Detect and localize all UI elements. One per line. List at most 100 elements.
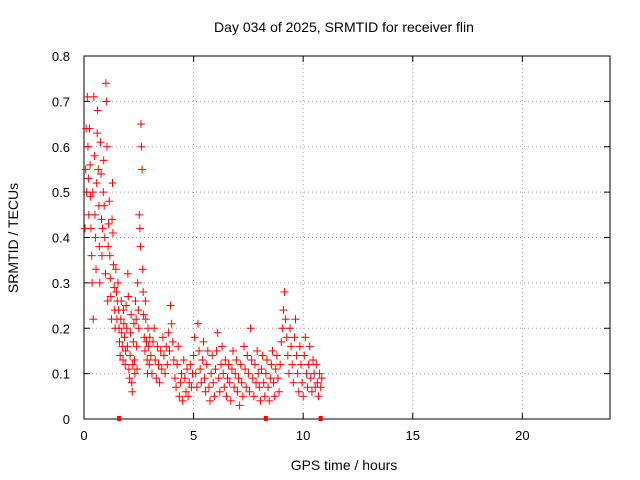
data-point [124,365,133,374]
zero-value-marker [263,416,268,421]
data-point [303,383,312,392]
data-points [81,79,326,410]
data-point [86,192,95,201]
data-point [81,165,90,174]
data-point [161,369,170,378]
plot-border [83,55,611,420]
data-point [173,360,182,369]
data-point [157,365,166,374]
data-point [101,269,110,278]
data-point [296,360,305,369]
data-point [134,324,143,333]
data-point [172,383,181,392]
data-point [145,360,154,369]
data-point [209,378,218,387]
data-point [117,328,126,337]
y-tick-label: 0.3 [52,276,70,291]
data-point [136,242,145,251]
data-point [247,356,256,365]
data-point [108,228,117,237]
data-point [143,356,152,365]
data-point [269,378,278,387]
data-point [131,297,140,306]
data-point [284,369,293,378]
data-point [235,401,244,410]
data-point [258,351,267,360]
data-point [306,374,315,383]
data-point [224,360,233,369]
data-point [208,351,217,360]
data-point [119,306,128,315]
data-point [135,210,144,219]
data-point [204,383,213,392]
data-point [271,365,280,374]
data-point [137,142,146,151]
data-point [181,387,190,396]
x-tick-label: 15 [406,428,420,443]
data-point [281,315,290,324]
data-point [138,165,147,174]
x-tick-label: 5 [190,428,197,443]
data-point [314,392,323,401]
data-point [180,374,189,383]
data-point [259,378,268,387]
data-point [151,356,160,365]
data-point [103,297,112,306]
data-point [132,342,141,351]
data-point [288,360,297,369]
data-point [119,356,128,365]
data-point [293,369,302,378]
data-point [225,378,234,387]
data-point [121,346,130,355]
data-point [230,383,239,392]
data-point [211,365,220,374]
data-point [282,333,291,342]
x-tick-label: 20 [515,428,529,443]
data-point [98,224,107,233]
data-point [153,342,162,351]
data-point [243,351,252,360]
data-point [255,383,264,392]
data-point [85,124,94,133]
data-point [101,79,110,88]
data-point [104,242,113,251]
data-point [254,369,263,378]
data-point [218,342,227,351]
data-point [256,396,265,405]
data-point [104,219,113,228]
axis-ticks: 0 5 10 15 20 0 0.1 0.2 0.3 0.4 0.5 0.6 0.7 0.8 [52,49,610,443]
data-point [146,351,155,360]
data-point [119,319,128,328]
data-point [213,328,222,337]
data-point [253,346,262,355]
data-point [292,351,301,360]
data-point [102,97,111,106]
data-point [234,374,243,383]
data-point [229,346,238,355]
data-point [199,337,208,346]
data-point [299,392,308,401]
grid-lines [84,56,610,419]
data-point [192,383,201,392]
data-point [108,179,117,188]
data-point [140,346,149,355]
data-point [195,346,204,355]
x-axis-label: GPS time / hours [291,457,398,473]
x-tick-label: 0 [80,428,87,443]
zero-value-marker [117,416,122,421]
data-point [158,333,167,342]
data-point [257,365,266,374]
data-point [132,315,141,324]
data-point [249,392,258,401]
data-point [239,342,248,351]
zero-value-marker [318,416,323,421]
data-point [105,197,114,206]
data-point [275,387,284,396]
data-point [189,351,198,360]
data-point [156,346,165,355]
x-tick-label: 10 [296,428,310,443]
data-point [126,328,135,337]
data-point [279,306,288,315]
data-point [164,328,173,337]
data-point [200,374,209,383]
